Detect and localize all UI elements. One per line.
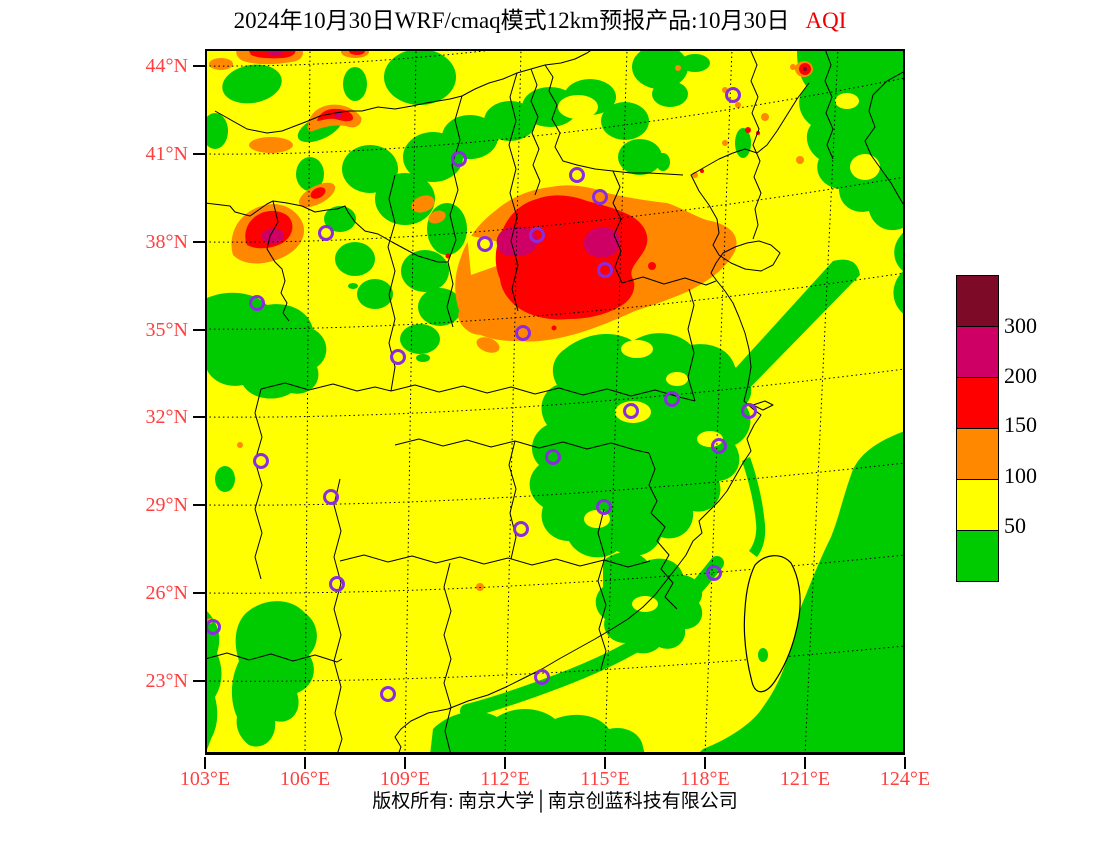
lon-label: 106°E xyxy=(279,768,331,790)
city-marker xyxy=(592,189,608,205)
colorbar-label: 150 xyxy=(1004,412,1037,437)
lat-tick xyxy=(193,680,205,682)
city-marker xyxy=(515,325,531,341)
city-marker xyxy=(318,225,334,241)
lon-tick xyxy=(204,757,206,769)
lon-label: 109°E xyxy=(379,768,431,790)
city-marker xyxy=(529,227,545,243)
lon-tick xyxy=(804,757,806,769)
colorbar-label: 300 xyxy=(1004,313,1037,338)
colorbar-segment-50-100 xyxy=(957,480,998,531)
lon-label: 103°E xyxy=(179,768,231,790)
lat-tick xyxy=(193,329,205,331)
lat-label: 35°N xyxy=(145,319,188,341)
title-text: 2024年10月30日WRF/cmaq模式12km预报产品:10月30日 xyxy=(233,8,790,33)
lon-label: 124°E xyxy=(879,768,931,790)
aqi-colorbar xyxy=(956,275,999,582)
lat-tick xyxy=(193,153,205,155)
lon-label: 121°E xyxy=(779,768,831,790)
city-marker xyxy=(545,449,561,465)
lat-tick xyxy=(193,65,205,67)
map-area xyxy=(202,0,944,756)
colorbar-segment-200-300 xyxy=(957,327,998,378)
lat-tick xyxy=(193,241,205,243)
lon-tick xyxy=(304,757,306,769)
city-marker xyxy=(706,565,722,581)
lon-tick xyxy=(904,757,906,769)
lat-tick xyxy=(193,592,205,594)
title-variable: AQI xyxy=(805,8,847,33)
colorbar-label: 200 xyxy=(1004,363,1037,388)
city-marker xyxy=(253,453,269,469)
city-marker xyxy=(596,499,612,515)
city-marker xyxy=(623,403,639,419)
lon-tick xyxy=(604,757,606,769)
colorbar-label: 50 xyxy=(1004,513,1026,538)
city-marker xyxy=(249,295,265,311)
lat-tick xyxy=(193,504,205,506)
colorbar-segment-lt50 xyxy=(957,531,998,581)
lat-label: 32°N xyxy=(145,406,188,428)
taiwan-island xyxy=(743,555,801,693)
city-marker xyxy=(534,669,550,685)
city-marker xyxy=(329,576,345,592)
province-boundaries xyxy=(204,48,834,756)
map-border xyxy=(205,49,905,755)
lat-label: 26°N xyxy=(145,582,188,604)
lat-label: 23°N xyxy=(145,670,188,692)
lon-label: 115°E xyxy=(580,768,630,790)
aqi-map xyxy=(202,0,944,756)
city-marker xyxy=(597,262,613,278)
lon-tick xyxy=(404,757,406,769)
graticule xyxy=(204,0,944,756)
lon-label: 118°E xyxy=(680,768,730,790)
city-marker xyxy=(513,521,529,537)
lat-tick xyxy=(193,416,205,418)
city-marker xyxy=(569,167,585,183)
colorbar-segment-100-150 xyxy=(957,429,998,480)
colorbar-label: 100 xyxy=(1004,463,1037,488)
lon-label: 112°E xyxy=(480,768,530,790)
city-marker xyxy=(664,391,680,407)
lon-tick xyxy=(704,757,706,769)
lat-label: 44°N xyxy=(145,55,188,77)
lat-label: 29°N xyxy=(145,494,188,516)
city-marker xyxy=(741,403,757,419)
colorbar-segment-150-200 xyxy=(957,378,998,429)
city-marker xyxy=(711,438,727,454)
city-marker xyxy=(390,349,406,365)
city-markers xyxy=(205,87,757,702)
city-marker xyxy=(477,236,493,252)
city-marker xyxy=(451,151,467,167)
copyright-text: 版权所有: 南京大学│南京创蓝科技有限公司 xyxy=(372,791,738,812)
lon-tick xyxy=(504,757,506,769)
green-regions xyxy=(202,45,905,755)
city-marker xyxy=(323,489,339,505)
city-marker xyxy=(380,686,396,702)
lat-label: 41°N xyxy=(145,143,188,165)
page-title: 2024年10月30日WRF/cmaq模式12km预报产品:10月30日 AQI xyxy=(140,6,940,36)
magenta-regions xyxy=(261,46,807,258)
colorbar-segment-gt300 xyxy=(957,276,998,327)
coastline xyxy=(394,70,906,756)
lat-label: 38°N xyxy=(145,231,188,253)
city-marker xyxy=(725,87,741,103)
